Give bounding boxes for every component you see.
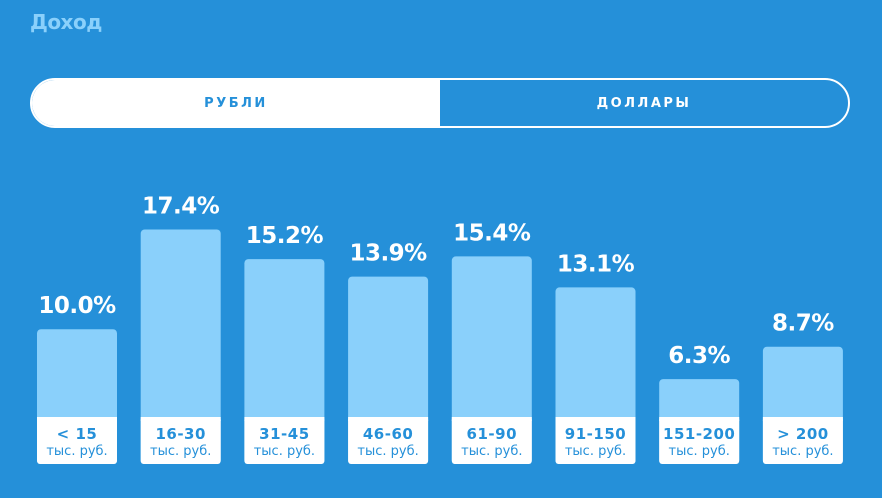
- category-label: 46-60: [363, 425, 413, 443]
- category-label: > 200: [777, 425, 829, 443]
- bar-value-label: 15.4%: [453, 220, 531, 246]
- bar-label-box: [451, 417, 532, 464]
- category-label: 16-30: [155, 425, 205, 443]
- bar-value-label: 13.1%: [557, 251, 635, 277]
- category-label: 151-200: [663, 425, 735, 443]
- bar-label-box: [659, 417, 740, 464]
- category-unit-label: тыс. руб.: [150, 444, 211, 459]
- bar-label-box-edge: [37, 417, 117, 421]
- category-unit-label: тыс. руб.: [461, 444, 522, 459]
- category-label: 91-150: [565, 425, 626, 443]
- currency-toggle: РУБЛИ ДОЛЛАРЫ: [30, 78, 850, 128]
- category-unit-label: тыс. руб.: [565, 444, 626, 459]
- bar-value-label: 13.9%: [349, 241, 427, 267]
- toggle-rubles-button[interactable]: РУБЛИ: [32, 80, 440, 126]
- category-unit-label: тыс. руб.: [669, 444, 730, 459]
- bar-label-box: [37, 417, 117, 464]
- bar-label-box-edge: [244, 417, 325, 421]
- bar-label-box-edge: [348, 417, 429, 421]
- category-unit-label: тыс. руб.: [772, 444, 833, 459]
- category-label: 61-90: [467, 425, 517, 443]
- bar-label-box: [762, 417, 843, 464]
- category-label: 31-45: [259, 425, 309, 443]
- bar: [140, 229, 221, 464]
- category-label: < 15: [57, 425, 98, 443]
- bar-label-box: [244, 417, 325, 464]
- bar-value-label: 15.2%: [246, 223, 324, 249]
- bar-value-label: 6.3%: [668, 343, 730, 369]
- category-unit-label: тыс. руб.: [357, 444, 418, 459]
- page-title: Доход: [30, 10, 102, 34]
- bar: [451, 256, 532, 464]
- toggle-dollars-button[interactable]: ДОЛЛАРЫ: [596, 95, 692, 111]
- bar-label-box-edge: [762, 417, 843, 421]
- bar-label-box-edge: [555, 417, 636, 421]
- bar-label-box: [555, 417, 636, 464]
- bar-label-box-edge: [451, 417, 532, 421]
- bar-label-box: [140, 417, 221, 464]
- bar-value-label: 8.7%: [772, 311, 834, 337]
- bar-value-label: 10.0%: [38, 293, 116, 319]
- category-unit-label: тыс. руб.: [254, 444, 315, 459]
- bar-label-box-edge: [659, 417, 740, 421]
- bar-value-label: 17.4%: [142, 193, 220, 219]
- bar-label-box: [348, 417, 429, 464]
- category-unit-label: тыс. руб.: [46, 444, 107, 459]
- bar: [244, 259, 325, 464]
- bar-label-box-edge: [140, 417, 221, 421]
